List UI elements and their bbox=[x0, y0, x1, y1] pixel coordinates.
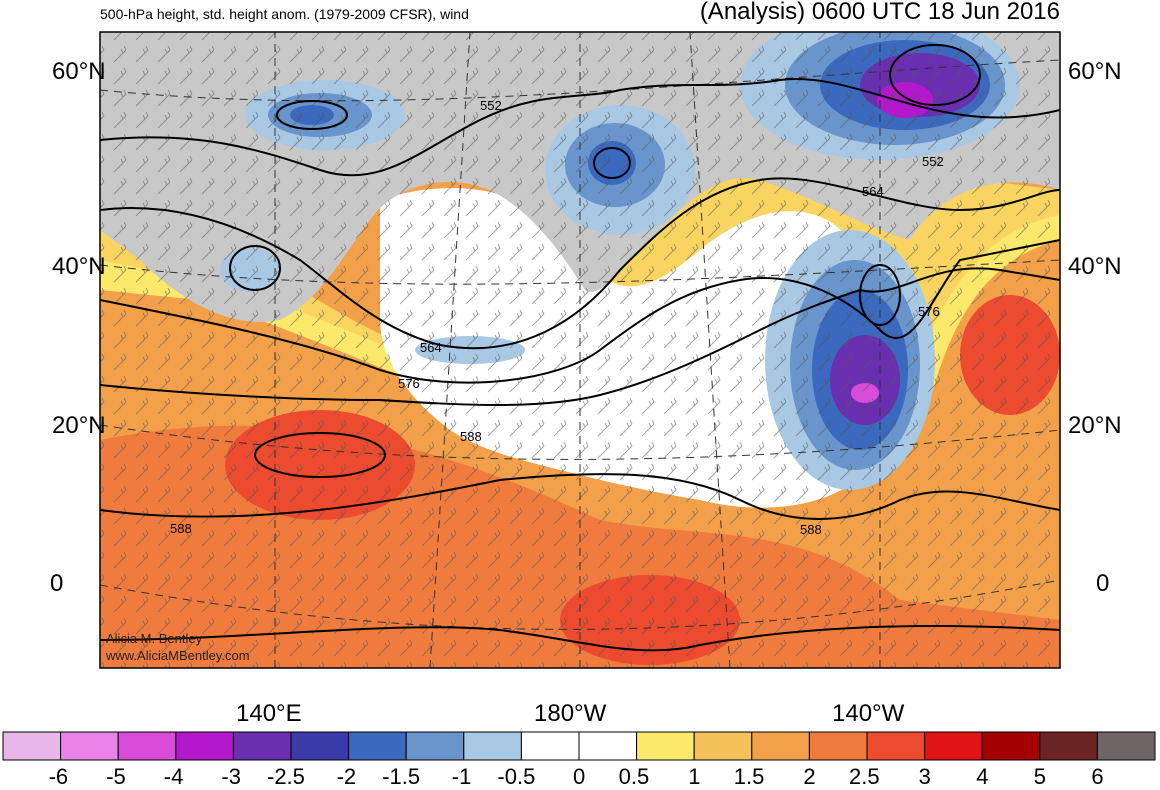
colorbar-swatch bbox=[1096, 731, 1156, 761]
colorbar-swatch bbox=[290, 731, 350, 761]
colorbar-swatch bbox=[808, 731, 868, 761]
lat-label-right: 0 bbox=[1096, 570, 1110, 597]
contour-label: 564 bbox=[420, 340, 442, 355]
contour-label: 588 bbox=[460, 429, 482, 444]
colorbar-tick-label: -6 bbox=[48, 764, 69, 789]
colorbar-tick-label: 1.5 bbox=[733, 764, 765, 789]
colorbar-swatch bbox=[2, 731, 62, 761]
lat-label-left: 0 bbox=[50, 570, 64, 597]
map-title-right: (Analysis) 0600 UTC 18 Jun 2016 bbox=[699, 0, 1060, 25]
colorbar-tick-label: 0.5 bbox=[618, 764, 650, 789]
colorbar-swatch bbox=[981, 731, 1041, 761]
colorbar-swatch bbox=[175, 731, 234, 761]
credit-name: Alicia M. Bentley bbox=[106, 631, 203, 646]
contour-label: 588 bbox=[800, 522, 822, 537]
colorbar-tick-label: -0.5 bbox=[497, 764, 536, 789]
map-title-left: 500-hPa height, std. height anom. (1979-… bbox=[100, 6, 469, 22]
credit-url: www.AliciaMBentley.com bbox=[105, 648, 250, 663]
lon-label: 180°W bbox=[534, 700, 607, 727]
colorbar-tick-label: 1 bbox=[688, 764, 701, 789]
colorbar-swatch bbox=[1039, 731, 1098, 761]
lat-label-left: 20°N bbox=[52, 412, 106, 439]
colorbar-swatch bbox=[866, 731, 926, 761]
colorbar-tick-label: -1 bbox=[451, 764, 472, 789]
contour-label: 588 bbox=[170, 521, 192, 536]
colorbar-tick-label: -3 bbox=[221, 764, 241, 789]
colorbar-tick-label: 2 bbox=[803, 764, 816, 789]
colorbar-swatch bbox=[60, 731, 119, 761]
colorbar-swatch bbox=[405, 731, 465, 761]
colorbar-tick-label: 6 bbox=[1091, 764, 1104, 789]
colorbar-swatch bbox=[463, 731, 522, 761]
lon-label: 140°E bbox=[236, 700, 302, 727]
lat-label-left: 40°N bbox=[52, 253, 106, 280]
colorbar-tick-label: 0 bbox=[573, 764, 586, 789]
contour-label: 552 bbox=[922, 154, 944, 169]
colorbar-swatch bbox=[751, 731, 810, 761]
colorbar-tick-label: -4 bbox=[163, 764, 184, 789]
lat-label-right: 60°N bbox=[1068, 58, 1122, 85]
colorbar-swatch bbox=[636, 731, 695, 761]
colorbar-tick-label: 4 bbox=[976, 764, 989, 789]
colorbar-swatch bbox=[578, 731, 638, 761]
lon-label: 140°W bbox=[832, 700, 905, 727]
colorbar-tick-label: 3 bbox=[918, 764, 931, 789]
colorbar-swatch bbox=[117, 731, 177, 761]
map-frame bbox=[99, 31, 1061, 669]
colorbar-swatch bbox=[520, 731, 580, 761]
colorbar-tick-label: 2.5 bbox=[849, 764, 880, 789]
colorbar-tick-label: -1.5 bbox=[382, 764, 421, 789]
contour-labels: 552 552 564 564 576 576 588 588 588 bbox=[170, 98, 944, 537]
colorbar-tick-label: -5 bbox=[106, 764, 126, 789]
colorbar-swatch bbox=[348, 731, 407, 761]
colorbar-swatch bbox=[693, 731, 753, 761]
colorbar-tick-label: -2.5 bbox=[267, 764, 305, 789]
colorbar-swatch bbox=[232, 731, 292, 761]
contour-label: 576 bbox=[398, 376, 420, 391]
lat-label-left: 60°N bbox=[52, 58, 106, 85]
lat-label-right: 20°N bbox=[1068, 412, 1122, 439]
colorbar-swatch bbox=[924, 731, 983, 761]
contour-label: 552 bbox=[480, 98, 502, 113]
colorbar-tick-label: -2 bbox=[336, 764, 357, 789]
lat-label-right: 40°N bbox=[1068, 253, 1122, 280]
anomaly-shading bbox=[100, 32, 1060, 668]
contour-label: 564 bbox=[862, 184, 884, 199]
colorbar bbox=[2, 731, 1156, 761]
contour-label: 576 bbox=[918, 304, 940, 319]
colorbar-tick-label: 5 bbox=[1033, 764, 1047, 789]
